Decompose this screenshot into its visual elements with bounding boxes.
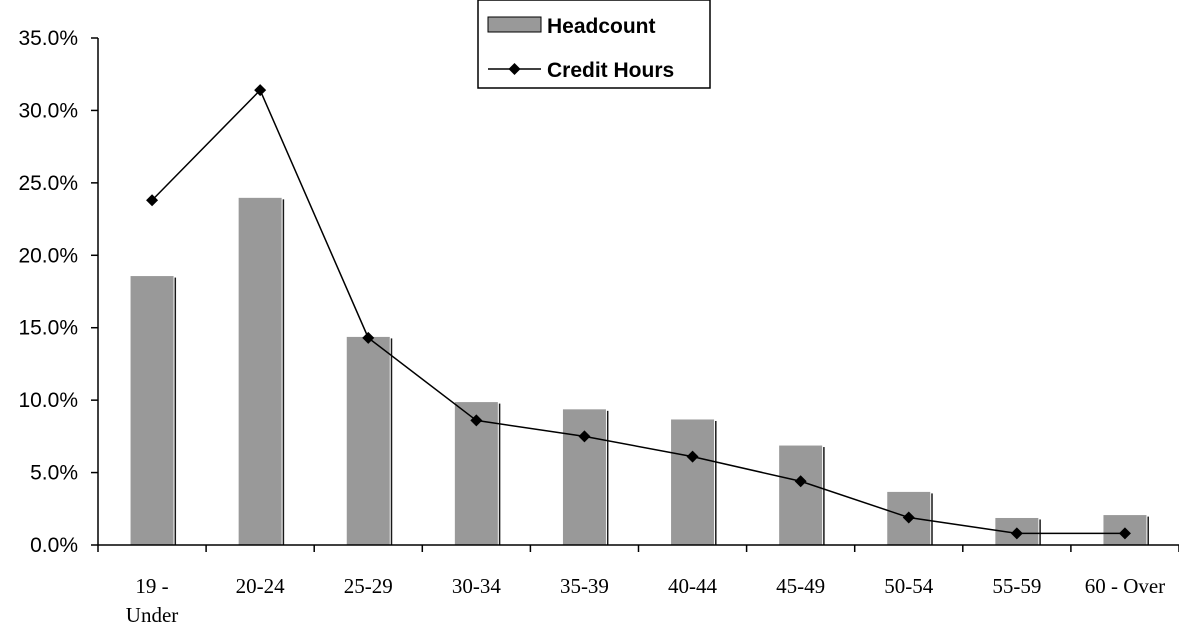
legend-box: [477, 0, 711, 89]
point-credit-hours: [578, 430, 591, 443]
line-layer: [146, 84, 1131, 540]
y-tick-label: 25.0%: [18, 172, 78, 195]
y-tick-label: 10.0%: [18, 389, 78, 412]
y-ticks: 0.0% 5.0% 10.0% 15.0% 20.0% 25.0% 30.0% 35.0%: [18, 27, 98, 557]
y-tick-label: 0.0%: [30, 534, 78, 557]
bar-headcount: [129, 275, 175, 546]
point-credit-hours: [1118, 527, 1131, 540]
point-credit-hours: [1010, 527, 1023, 540]
x-tick-label: 55-59: [992, 574, 1041, 598]
x-tick-label: 60 - Over: [1085, 574, 1165, 598]
y-tick-label: 5.0%: [30, 462, 78, 485]
legend-swatch-headcount: [487, 16, 542, 33]
x-tick-label: 45-49: [776, 574, 825, 598]
point-credit-hours: [794, 475, 807, 488]
x-tick-label: 40-44: [668, 574, 717, 598]
point-credit-hours: [146, 194, 159, 207]
point-credit-hours: [686, 450, 699, 463]
bar-headcount: [778, 444, 824, 546]
x-ticks: 19 -Under 20-24 25-29 30-34 35-39 40-44 45-49 5…: [97, 545, 1179, 627]
bar-headcount: [670, 418, 716, 546]
y-tick-label: 30.0%: [18, 99, 78, 122]
bar-headcount: [345, 335, 391, 546]
legend-label-headcount: Headcount: [547, 15, 656, 38]
x-tick-label: 19 -Under: [126, 574, 178, 627]
line-credit-hours: [151, 88, 1125, 535]
bars-layer: [129, 196, 1149, 546]
x-tick-label: 50-54: [884, 574, 933, 598]
legend-label-credit-hours: Credit Hours: [547, 59, 674, 82]
point-credit-hours: [902, 511, 915, 524]
bar-headcount: [561, 408, 607, 546]
point-credit-hours: [470, 414, 483, 427]
y-tick-label: 35.0%: [18, 27, 78, 50]
x-tick-label: 20-24: [236, 574, 285, 598]
x-tick-label: 35-39: [560, 574, 609, 598]
legend-marker-credit-hours: [508, 63, 521, 75]
bar-headcount: [237, 196, 283, 546]
y-tick-label: 15.0%: [18, 317, 78, 340]
x-tick-label: 25-29: [344, 574, 393, 598]
x-tick-label: 30-34: [452, 574, 501, 598]
point-credit-hours: [362, 331, 375, 344]
point-credit-hours: [254, 84, 267, 97]
y-tick-label: 20.0%: [18, 244, 78, 267]
legend: Headcount Credit Hours: [477, 0, 711, 89]
